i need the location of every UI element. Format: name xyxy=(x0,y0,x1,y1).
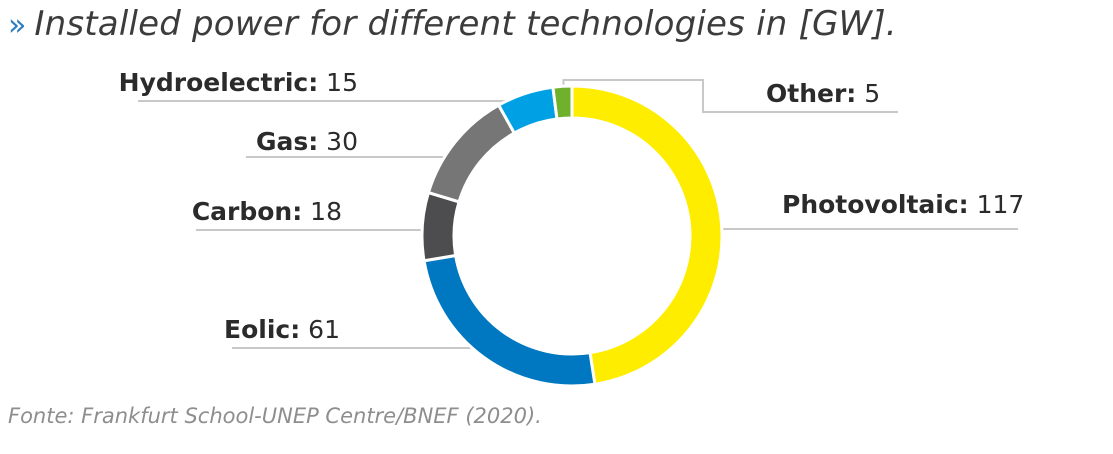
slice-label-value: 61 xyxy=(300,315,340,344)
slice-label-value: 15 xyxy=(318,68,358,97)
slice-label-value: 30 xyxy=(318,127,358,156)
slice-label-value: 5 xyxy=(856,79,880,108)
slice-label-eolic: Eolic: 61 xyxy=(224,315,340,344)
slice-other xyxy=(551,84,574,121)
slice-label-hydroelectric: Hydroelectric: 15 xyxy=(119,68,358,97)
slice-carbon xyxy=(420,190,461,263)
title-marker-icon: » xyxy=(8,8,27,43)
slice-label-name: Gas: xyxy=(256,127,318,156)
slice-label-name: Carbon: xyxy=(192,197,302,226)
slice-gas xyxy=(426,103,517,204)
slice-label-name: Eolic: xyxy=(224,315,300,344)
slice-label-name: Hydroelectric: xyxy=(119,68,319,97)
slice-label-photovoltaic: Photovoltaic: 117 xyxy=(782,190,1024,219)
slice-labels: Photovoltaic: 117 Eolic: 61 Carbon: 18 Gas:… xyxy=(119,68,1025,344)
slice-photovoltaic xyxy=(570,84,724,386)
source-note: Fonte: Frankfurt School-UNEP Centre/BNEF… xyxy=(8,404,542,428)
slice-label-name: Photovoltaic: xyxy=(782,190,969,219)
slice-label-other: Other: 5 xyxy=(766,79,880,108)
slice-label-value: 18 xyxy=(302,197,342,226)
chart-title: » Installed power for different technolo… xyxy=(8,4,897,52)
chart-title-text: Installed power for different technologi… xyxy=(34,4,897,44)
donut-slices xyxy=(420,84,724,388)
slice-label-name: Other: xyxy=(766,79,856,108)
donut-chart: Photovoltaic: 117 Eolic: 61 Carbon: 18 Gas:… xyxy=(119,68,1025,388)
slice-label-gas: Gas: 30 xyxy=(256,127,358,156)
slice-eolic xyxy=(422,253,597,388)
slice-label-carbon: Carbon: 18 xyxy=(192,197,342,226)
slice-label-value: 117 xyxy=(969,190,1025,219)
